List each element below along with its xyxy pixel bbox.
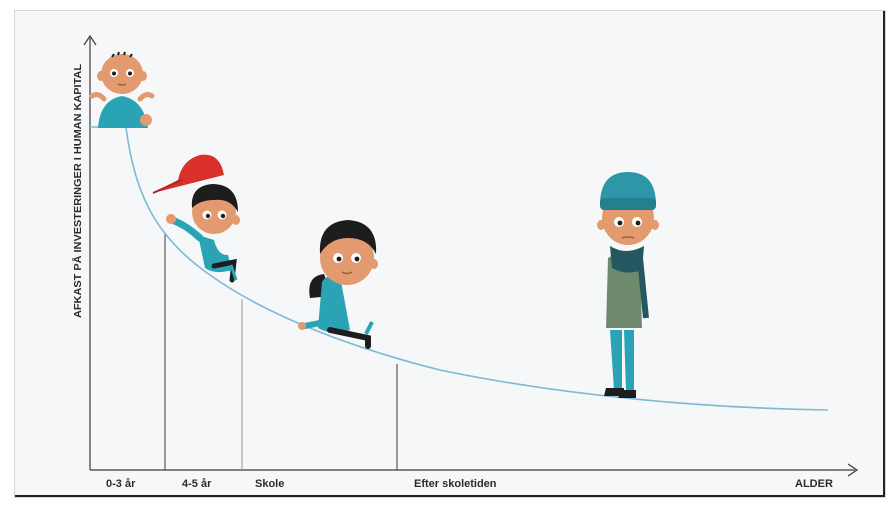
x-axis-arrow (847, 463, 859, 477)
age-group-label-efter: Efter skoletiden (414, 478, 497, 490)
baby-figure (89, 51, 155, 128)
y-axis-arrow (83, 34, 97, 46)
teen-figure (597, 172, 659, 398)
age-group-label-4-5: 4-5 år (182, 478, 212, 490)
illustration-frame (14, 10, 886, 498)
age-group-label-skole: Skole (255, 478, 284, 490)
x-axis-label: ALDER (795, 478, 833, 490)
period-dividers (164, 234, 398, 470)
cap-kid-figure (152, 154, 240, 283)
y-axis-label: AFKAST PÅ INVESTERINGER I HUMAN KAPITAL (71, 63, 84, 318)
axes (83, 34, 859, 477)
school-kid-figure (298, 220, 378, 349)
returns-curve (90, 126, 829, 411)
age-group-label-0-3: 0-3 år (106, 478, 136, 490)
